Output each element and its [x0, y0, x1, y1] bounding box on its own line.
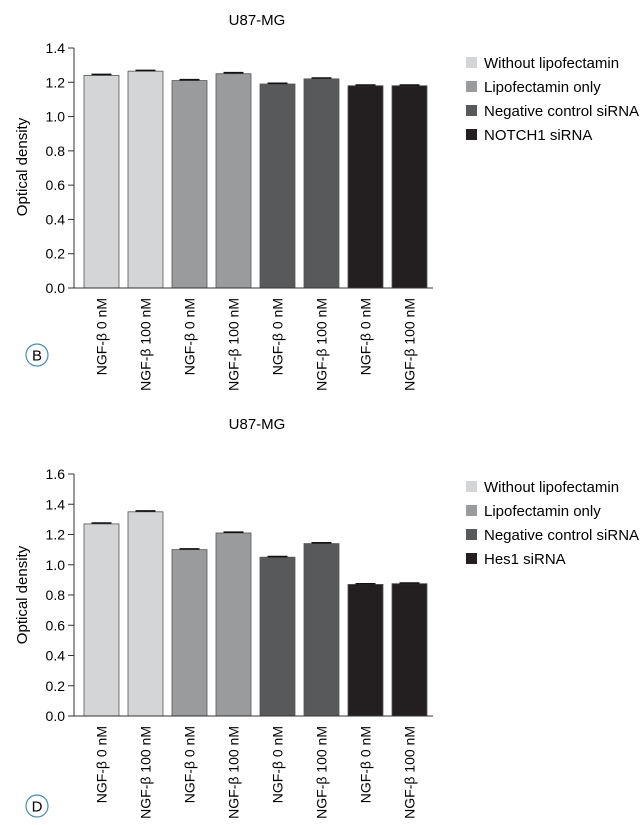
panel-label-circle: [25, 343, 49, 367]
y-tick-label: 0.2: [46, 678, 66, 694]
bar: [347, 85, 384, 289]
legend-label: Negative control siRNA: [484, 103, 639, 120]
panel-label: B: [32, 348, 42, 365]
chart-panel-b: U87-MG Optical density 0.0 0.2 0.4 0.6 0.8 1.…: [14, 12, 639, 391]
x-tick-label: NGF-β 0 nM: [358, 298, 374, 375]
x-axis: NGF-β 0 nM NGF-β 100 nM NGF-β 0 nM NGF-β 10…: [74, 715, 433, 819]
y-tick-label: 0.0: [46, 280, 66, 296]
y-tick-label: 1.4: [46, 40, 66, 56]
chart-panel-d: U87-MG Optical density 0.0 0.2 0.4 0.6 0.8 1.…: [14, 416, 639, 819]
y-tick-label: 0.8: [46, 587, 66, 603]
x-tick-label: NGF-β 0 nM: [358, 726, 374, 803]
y-tick-label: 1.0: [46, 557, 66, 573]
panel-label-circle: [25, 794, 49, 818]
y-tick-label: 1.4: [46, 496, 66, 512]
x-tick-label: NGF-β 100 nM: [226, 298, 242, 391]
x-tick-label: NGF-β 100 nM: [138, 726, 154, 819]
bar: [303, 543, 340, 717]
x-tick-label: NGF-β 0 nM: [270, 726, 286, 803]
x-tick-label: NGF-β 0 nM: [182, 298, 198, 375]
bar: [171, 80, 208, 289]
bar: [171, 549, 208, 717]
legend-label: Negative control siRNA: [484, 527, 639, 544]
x-tick-label: NGF-β 0 nM: [94, 726, 110, 803]
legend-label: Lipofectamin only: [484, 79, 601, 96]
legend-swatch: [466, 481, 477, 492]
x-tick-label: NGF-β 0 nM: [182, 726, 198, 803]
legend-swatch: [466, 129, 477, 140]
bar: [259, 83, 296, 289]
y-tick-label: 0.4: [46, 648, 66, 664]
y-tick-label: 0.6: [46, 177, 66, 193]
legend: Without lipofectamin Lipofectamin only Neg…: [466, 55, 639, 144]
y-tick-label: 0.8: [46, 143, 66, 159]
y-axis: 0.0 0.2 0.4 0.6 0.8 1.0 1.2 1.4 1.6: [46, 466, 75, 724]
bar: [391, 85, 428, 289]
legend-label: Hes1 siRNA: [484, 551, 566, 568]
bars: [83, 510, 428, 717]
legend-label: Lipofectamin only: [484, 503, 601, 520]
chart-title: U87-MG: [229, 12, 286, 29]
legend-swatch: [466, 81, 477, 92]
y-axis-label: Optical density: [14, 545, 31, 644]
y-tick-label: 1.2: [46, 74, 66, 90]
y-tick-label: 0.4: [46, 211, 66, 227]
bar: [347, 584, 384, 717]
y-tick-label: 1.0: [46, 109, 66, 125]
bar: [215, 532, 252, 717]
y-axis: 0.0 0.2 0.4 0.6 0.8 1.0 1.2 1.4: [46, 40, 75, 296]
x-axis: NGF-β 0 nM NGF-β 100 nM NGF-β 0 nM NGF-β 10…: [74, 287, 433, 391]
bars: [83, 69, 428, 289]
x-tick-label: NGF-β 0 nM: [94, 298, 110, 375]
x-tick-label: NGF-β 100 nM: [402, 298, 418, 391]
x-tick-label: NGF-β 100 nM: [314, 726, 330, 819]
y-tick-label: 0.6: [46, 617, 66, 633]
legend-swatch: [466, 529, 477, 540]
x-tick-label: NGF-β 100 nM: [402, 726, 418, 819]
legend-label: Without lipofectamin: [484, 479, 619, 496]
y-tick-label: 0.0: [46, 708, 66, 724]
bar: [215, 73, 252, 289]
y-tick-label: 0.2: [46, 246, 66, 262]
legend: Without lipofectamin Lipofectamin only Neg…: [466, 479, 639, 568]
bar: [303, 78, 340, 289]
legend-swatch: [466, 105, 477, 116]
chart-title: U87-MG: [229, 416, 286, 433]
bar: [259, 556, 296, 717]
bar: [391, 583, 428, 717]
bar: [127, 70, 164, 289]
y-axis-label: Optical density: [14, 117, 31, 216]
legend-label: Without lipofectamin: [484, 55, 619, 72]
bar: [127, 511, 164, 717]
bar: [83, 523, 120, 717]
legend-swatch: [466, 553, 477, 564]
x-tick-label: NGF-β 100 nM: [314, 298, 330, 391]
legend-swatch: [466, 57, 477, 68]
x-tick-label: NGF-β 0 nM: [270, 298, 286, 375]
panel-label: D: [32, 799, 43, 816]
bar: [83, 75, 120, 289]
legend-label: NOTCH1 siRNA: [484, 127, 592, 144]
x-tick-label: NGF-β 100 nM: [226, 726, 242, 819]
legend-swatch: [466, 505, 477, 516]
x-tick-label: NGF-β 100 nM: [138, 298, 154, 391]
y-tick-label: 1.2: [46, 527, 66, 543]
y-tick-label: 1.6: [46, 466, 66, 482]
